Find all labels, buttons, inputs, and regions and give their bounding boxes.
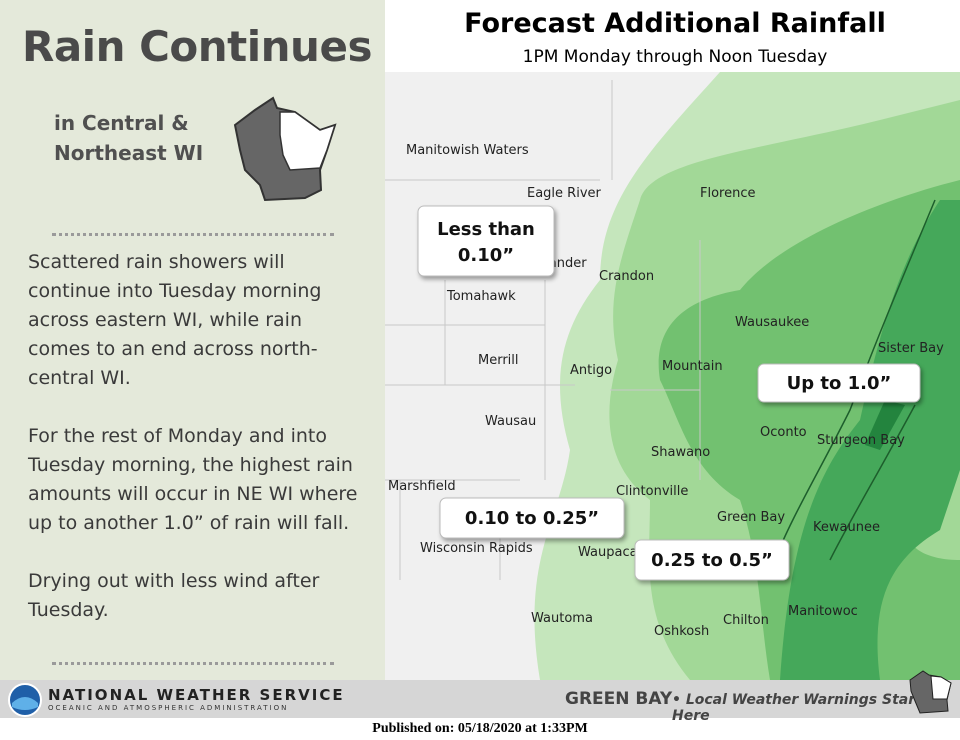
city-label: Sister Bay: [878, 341, 944, 356]
city-label: Wausau: [485, 414, 536, 429]
agency: NATIONAL WEATHER SERVICE: [48, 686, 345, 704]
paragraph: For the rest of Monday and into Tuesday …: [28, 425, 358, 534]
city-label: Kewaunee: [813, 520, 880, 535]
city-label: Oconto: [760, 425, 807, 440]
range-label: 0.10 to 0.25”: [465, 508, 599, 529]
agency-sub: OCEANIC AND ATMOSPHERIC ADMINISTRATION: [48, 704, 289, 712]
map-title: Forecast Additional Rainfall: [464, 8, 886, 39]
city-label: Marshfield: [388, 479, 456, 494]
city-label: Wausaukee: [735, 315, 809, 330]
city-label: Eagle River: [527, 186, 602, 201]
range-box: [417, 205, 555, 277]
range-label: Up to 1.0”: [787, 373, 892, 394]
sidebar-title: Rain Continues: [22, 22, 372, 71]
city-label: Merrill: [478, 353, 519, 368]
city-label: Wisconsin Rapids: [420, 541, 533, 556]
city-label: Shawano: [651, 445, 710, 460]
city-label: Green Bay: [717, 510, 785, 525]
city-label: Wautoma: [531, 611, 593, 626]
footer: NATIONAL WEATHER SERVICE OCEANIC AND ATM…: [0, 670, 960, 724]
subtitle-line: Northeast WI: [54, 141, 204, 165]
city-label: Manitowoc: [788, 604, 858, 619]
city-label: Tomahawk: [446, 289, 516, 304]
city-label: Florence: [700, 186, 756, 201]
published: Published on: 05/18/2020 at 1:33PM: [372, 721, 588, 736]
tagline: • Local Weather Warnings Start Here: [672, 692, 922, 724]
paragraph: Scattered rain showers will continue int…: [28, 251, 322, 389]
body-text: Scattered rain showers will continue int…: [28, 248, 368, 654]
nws-logo: [8, 683, 42, 717]
range-box: [634, 539, 790, 581]
city-label: Oshkosh: [654, 624, 709, 639]
range-box: [757, 363, 921, 403]
divider: [52, 233, 334, 236]
city-label: Crandon: [599, 269, 654, 284]
city-label: Mountain: [662, 359, 723, 374]
range-label: Less than: [437, 219, 535, 240]
city-label: Antigo: [570, 363, 612, 378]
city-label: Clintonville: [616, 484, 688, 499]
range-labels: Less than 0.10” Up to 1.0” 0.10 to 0.25” 0.2…: [417, 205, 921, 581]
city-label: Waupaca: [578, 545, 638, 560]
city-label: Sturgeon Bay: [817, 433, 905, 448]
range-label: 0.10”: [458, 245, 514, 266]
city-label: Manitowish Waters: [406, 143, 529, 158]
map: Forecast Additional Rainfall 1PM Monday …: [385, 0, 960, 680]
office: GREEN BAY: [565, 689, 673, 709]
sidebar: Rain Continues in Central & Northeast WI…: [0, 0, 385, 680]
subtitle: in Central & Northeast WI: [54, 108, 203, 168]
state-icon: [233, 96, 337, 202]
city-label: Chilton: [723, 613, 769, 628]
paragraph: Drying out with less wind after Tuesday.: [28, 570, 320, 621]
map-subtitle: 1PM Monday through Noon Tuesday: [523, 47, 828, 67]
divider: [52, 662, 334, 665]
range-box: [439, 497, 625, 539]
subtitle-line: in Central &: [54, 111, 189, 135]
range-label: 0.25 to 0.5”: [651, 550, 773, 571]
state-icon-small: [909, 670, 952, 714]
